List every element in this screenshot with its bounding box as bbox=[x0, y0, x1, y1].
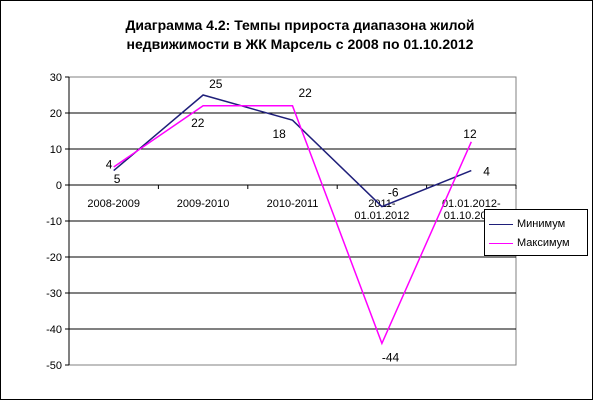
y-tick-label: -40 bbox=[46, 324, 62, 336]
x-tick-label: 2009-2010 bbox=[177, 198, 230, 210]
chart-title-line-1: Диаграмма 4.2: Темпы прироста диапазона … bbox=[125, 17, 475, 33]
y-tick-label: -20 bbox=[46, 252, 62, 264]
y-tick-label: 0 bbox=[56, 180, 62, 192]
data-label: 4 bbox=[106, 158, 113, 172]
legend-label-min: Минимум bbox=[517, 218, 566, 230]
y-tick-label: 10 bbox=[50, 144, 62, 156]
x-tick-label: 2008-2009 bbox=[87, 198, 140, 210]
data-label: 25 bbox=[209, 77, 223, 91]
legend-item-min: Минимум bbox=[489, 216, 565, 232]
legend-swatch-min bbox=[489, 223, 513, 225]
series-line-0 bbox=[113, 94, 472, 208]
y-tick-label: -50 bbox=[46, 360, 62, 372]
legend-item-max: Максимум bbox=[489, 235, 570, 251]
chart-title-line-2: недвижимости в ЖК Марсель с 2008 по 01.1… bbox=[126, 36, 474, 52]
y-tick-label: -30 bbox=[46, 288, 62, 300]
chart-legend: Минимум Максимум bbox=[484, 209, 588, 256]
data-label: 4 bbox=[483, 165, 490, 179]
legend-label-max: Максимум bbox=[517, 237, 570, 249]
data-label: 5 bbox=[114, 172, 121, 186]
data-label: 22 bbox=[299, 86, 313, 100]
data-label: 12 bbox=[463, 127, 477, 141]
y-tick-label: 20 bbox=[50, 108, 62, 120]
data-label: -44 bbox=[382, 350, 400, 364]
x-tick-label: 2010-2011 bbox=[267, 198, 319, 210]
series-line-1 bbox=[113, 105, 472, 346]
data-label: 22 bbox=[191, 116, 205, 130]
x-tick-label: 2011-01.01.2012 bbox=[354, 198, 409, 222]
legend-swatch-max bbox=[489, 242, 513, 244]
y-tick-label: 30 bbox=[50, 72, 62, 84]
data-label: -6 bbox=[388, 186, 399, 200]
data-label: 18 bbox=[273, 127, 287, 141]
y-tick-label: -10 bbox=[46, 216, 62, 228]
